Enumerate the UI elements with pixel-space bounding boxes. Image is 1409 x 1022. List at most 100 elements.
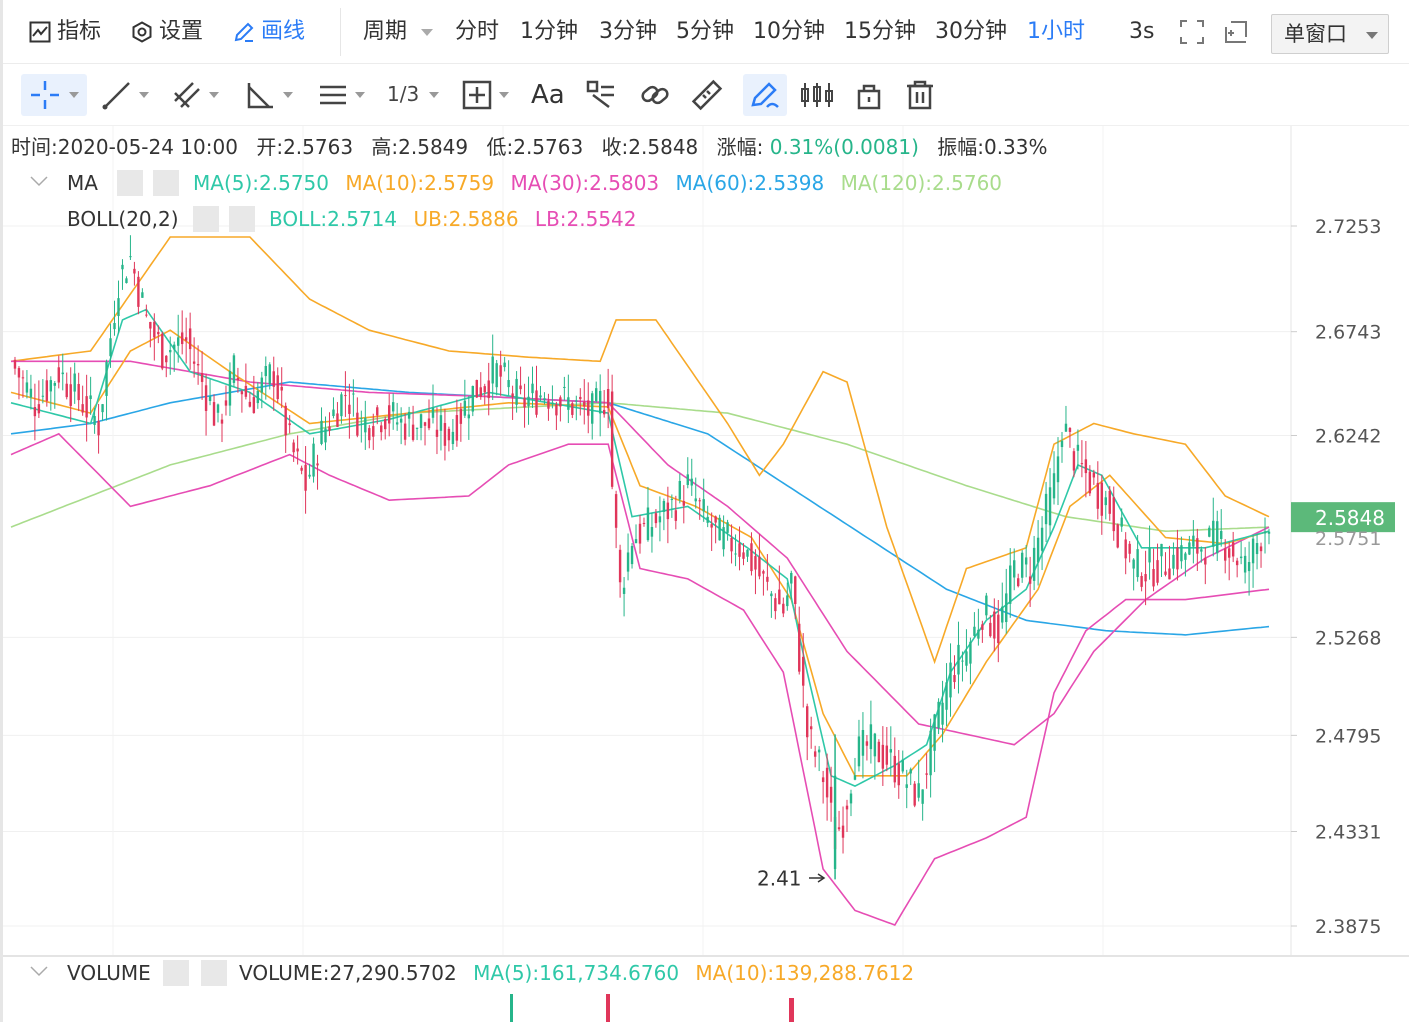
candle-body [977,629,980,639]
candle-body [809,726,813,730]
brush-tool[interactable] [743,74,787,116]
candle-body [1028,576,1032,584]
window-mode-select[interactable]: 单窗口 [1271,14,1389,54]
price-tag-label: 2.5848 [1315,506,1385,530]
candle-body [961,660,964,662]
period-option-active[interactable]: 1小时 [1027,14,1085,50]
gear-icon[interactable] [193,206,219,232]
ma10-line [10,329,1270,777]
fullscreen-button[interactable] [1179,14,1205,50]
period-option[interactable]: 10分钟 [753,14,825,50]
angle-tool[interactable] [245,74,293,116]
period-option[interactable]: 15分钟 [844,14,916,50]
candle-body [694,498,697,502]
candle-body [535,390,538,415]
collapse-chevron-icon[interactable] [30,176,48,187]
screenshot-button[interactable] [1223,14,1249,50]
boll-legend-row: BOLL(20,2) BOLL:2.5714 UB:2.5886 LB:2.55… [67,206,637,232]
candle-body [1220,530,1223,539]
period-option[interactable]: 5分钟 [676,14,734,50]
crosshair-tool[interactable] [21,74,87,116]
overlay-price-label: 2.5751 [1315,528,1381,550]
candle-body [1192,535,1195,547]
gear-icon[interactable] [117,170,143,196]
close-icon[interactable] [153,170,179,196]
candle-body [917,783,920,798]
candle-body [905,784,908,788]
refresh-interval[interactable]: 3s [1129,14,1154,50]
candle-body [543,398,546,401]
candle-body [252,397,256,414]
boll-lower-line [10,432,1270,926]
candle-body [196,364,200,366]
line-tool[interactable] [101,74,149,116]
candle-body [857,736,861,767]
rect-tool[interactable] [461,74,509,116]
period-option[interactable]: 分时 [455,14,499,50]
gear-icon[interactable] [163,960,189,986]
fullscreen-icon [1180,20,1204,44]
candle-body [531,383,534,394]
candle-body [308,474,311,477]
candle-body [945,682,948,710]
candle-body [889,749,893,753]
candle-body [702,499,705,512]
period-option[interactable]: 1分钟 [520,14,578,50]
candle-body [909,769,912,774]
candle-body [423,422,427,426]
candles-tool[interactable] [799,74,835,116]
collapse-chevron-icon[interactable] [30,966,48,977]
candle-body [33,407,37,417]
candle-body [602,409,606,415]
delete-tool[interactable] [905,74,935,116]
candle-body [1136,549,1139,578]
candle-body [1020,552,1024,578]
parallel-tool[interactable] [171,74,219,116]
candle-body [1096,482,1100,509]
indicators-button[interactable]: 指标 [29,14,101,50]
y-tick-label: 2.6743 [1315,322,1381,344]
fibonacci-tool[interactable]: 1/3 [387,74,439,116]
candle-body [766,576,769,582]
candle-body [1208,527,1211,537]
candle-body [188,328,192,350]
candle-body [37,404,41,414]
candle-body [897,763,900,786]
period-option-label: 1分钟 [520,19,578,44]
candle-body [1251,538,1255,564]
candle-body [244,385,248,397]
period-option[interactable]: 30分钟 [935,14,1007,50]
draw-button[interactable]: 画线 [233,14,305,50]
text-tool[interactable]: Aa [531,74,565,116]
candle-body [981,624,984,630]
candlestick-chart[interactable]: 时间:2020-05-24 10:00 开:2.5763 高:2.5849 低:… [3,126,1409,1022]
settings-button[interactable]: 设置 [131,14,203,50]
candle-body [463,400,467,416]
pencil-icon [234,22,254,42]
candle-body [714,516,717,523]
candle-body [312,443,315,477]
period-dropdown[interactable]: 周期 [363,14,434,50]
candle-body [742,552,745,559]
lock-tool[interactable] [855,74,883,116]
close-icon[interactable] [229,206,255,232]
boll-values: BOLL:2.5714 UB:2.5886 LB:2.5542 [269,207,637,231]
pattern-tool[interactable] [585,74,617,116]
close-icon[interactable] [201,960,227,986]
candle-body [1108,490,1111,514]
candle-body [1180,545,1183,562]
candle-body [356,412,359,436]
candle-body [1140,575,1143,587]
chevron-down-icon [355,92,365,98]
horizontal-lines-tool[interactable] [317,74,365,116]
candle-body [105,361,108,396]
ohlc-high: 高:2.5849 [371,135,468,159]
candle-body [248,401,252,407]
link-tool[interactable] [639,74,671,116]
candle-body [61,372,64,375]
candle-body [1255,543,1259,555]
ruler-tool[interactable] [691,74,723,116]
candle-body [125,278,128,284]
period-option[interactable]: 3分钟 [599,14,657,50]
candle-body [1184,553,1187,560]
